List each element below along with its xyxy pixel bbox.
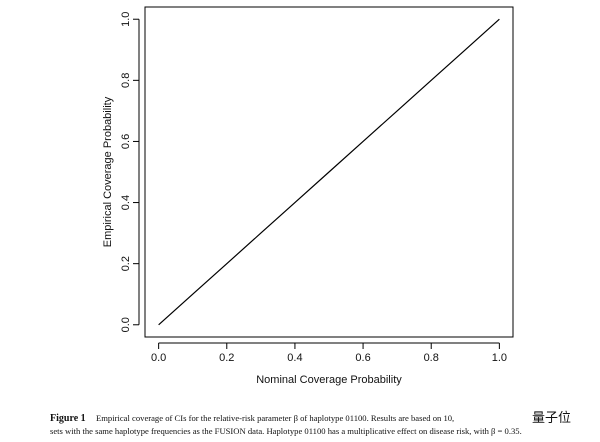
data-line — [158, 18, 500, 326]
x-axis-label: Nominal Coverage Probability — [256, 374, 402, 386]
watermark: 量子位 — [532, 410, 571, 425]
y-tick-label: 1.0 — [120, 12, 132, 27]
plot-frame — [144, 6, 514, 338]
x-tick-label: 0.2 — [219, 352, 234, 364]
x-tick-label: 1.0 — [492, 352, 507, 364]
x-tick-label: 0.6 — [355, 352, 370, 364]
y-axis-label: Empirical Coverage Probability — [102, 96, 114, 247]
y-tick-label: 0.8 — [120, 73, 132, 88]
y-tick-label: 0.6 — [120, 134, 132, 149]
x-tick-label: 0.4 — [287, 352, 302, 364]
y-tick-label: 0.4 — [120, 195, 132, 210]
y-tick-label: 0.2 — [120, 256, 132, 271]
x-tick-label: 0.0 — [151, 352, 166, 364]
x-tick-label: 0.8 — [424, 352, 439, 364]
figure-label: Figure 1 — [50, 413, 86, 424]
caption-line: sets with the same haplotype frequencies… — [50, 426, 522, 436]
y-tick-label: 0.0 — [120, 317, 132, 332]
caption-line: Empirical coverage of CIs for the relati… — [96, 413, 454, 423]
